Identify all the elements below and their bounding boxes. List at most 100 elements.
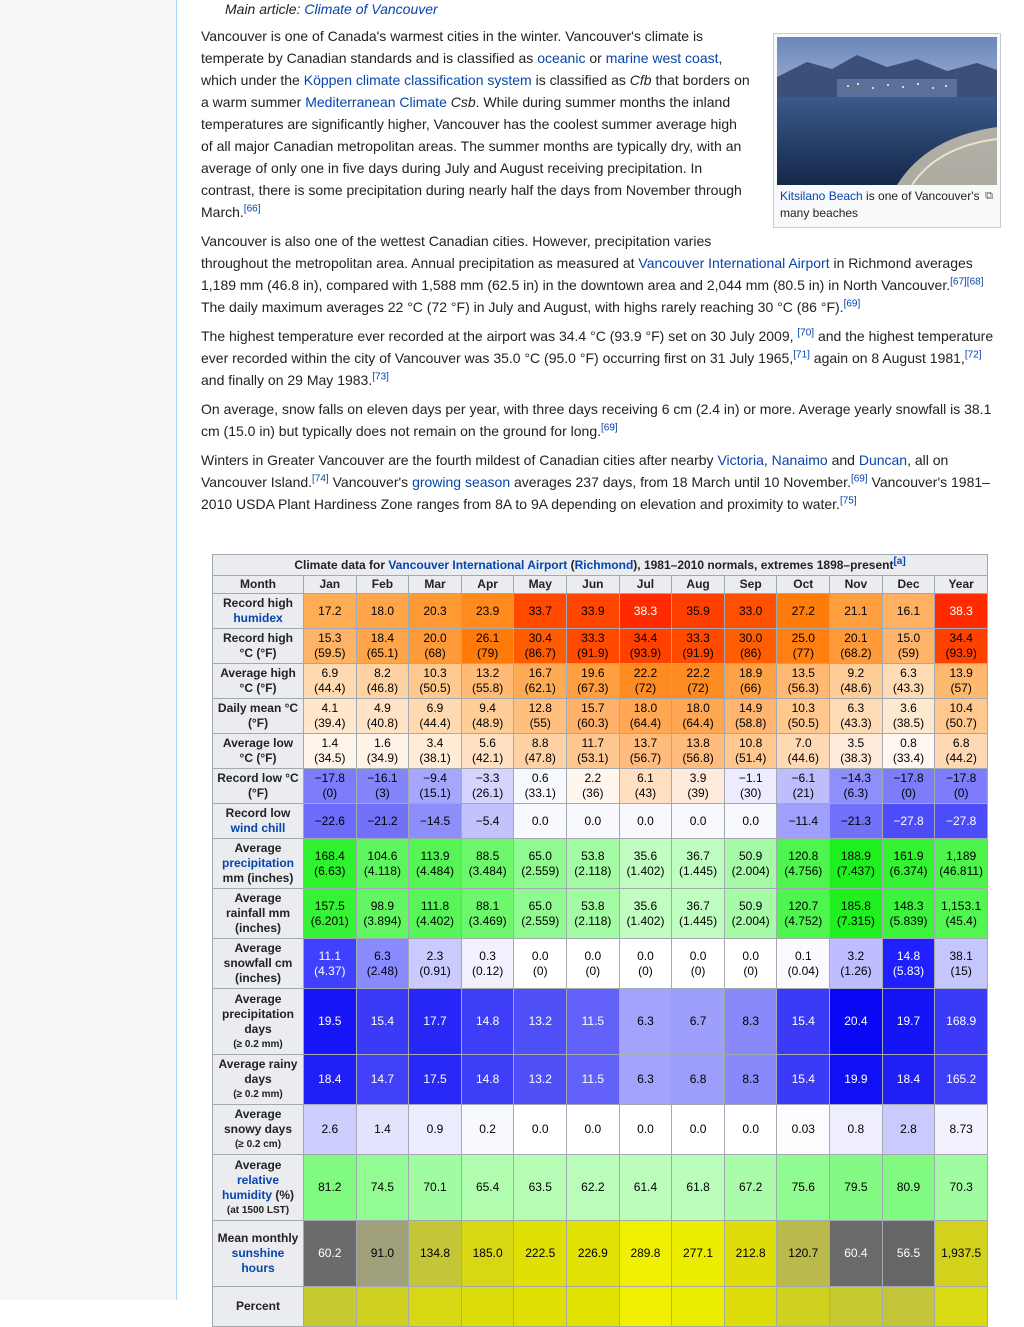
text-run: Mean monthly: [217, 1231, 299, 1245]
cell-value: 61.4: [633, 1180, 658, 1194]
cell-value: 14.7: [370, 1072, 395, 1086]
citation-link[interactable]: [74]: [312, 473, 329, 485]
table-cell: −16.1 (3): [355, 768, 410, 804]
table-cell: 14.7: [355, 1054, 410, 1105]
table-cell: 120.7 (4.752): [776, 888, 831, 939]
text-run: Average high °C (°F): [220, 666, 296, 695]
citation-link[interactable]: [a]: [893, 556, 906, 567]
citation-link[interactable]: [67][68]: [950, 276, 984, 288]
cell-value: 60.2: [318, 1246, 342, 1260]
table-cell: [408, 1286, 462, 1327]
cell-value-imperial: (53.1): [577, 751, 609, 765]
row-header: Record low °C (°F): [212, 768, 304, 804]
table-cell: 3.5 (38.3): [829, 733, 883, 769]
table-cell: 50.9 (2.004): [723, 838, 778, 889]
citation-link[interactable]: [73]: [372, 371, 389, 383]
inline-link[interactable]: Richmond: [574, 558, 634, 572]
inline-link[interactable]: Duncan: [858, 452, 908, 468]
cell-value: 36.7: [686, 848, 710, 863]
table-cell: 81.2: [303, 1154, 357, 1221]
table-row: Record high humidex 17.2 18.0 20.3 23.9 33.7 3…: [212, 593, 988, 629]
row-note: (≥ 0.2 cm): [234, 1139, 282, 1150]
inline-link[interactable]: sunshine hours: [231, 1246, 285, 1275]
cell-value: 70.1: [423, 1180, 447, 1194]
table-cell: 3.4 (38.1): [408, 733, 462, 769]
table-cell: 0.9: [408, 1104, 462, 1155]
inline-link[interactable]: Victoria: [717, 452, 764, 468]
citation-link[interactable]: [69]: [843, 298, 861, 310]
citation-link[interactable]: [75]: [839, 495, 857, 507]
cell-value: 6.1: [637, 771, 654, 785]
citation-link[interactable]: [70]: [797, 327, 815, 339]
paragraph: Winters in Greater Vancouver are the fou…: [201, 449, 1001, 515]
caption-link[interactable]: Kitsilano Beach: [780, 189, 863, 203]
cell-value: −17.8: [893, 771, 924, 785]
text-run: (%): [272, 1187, 294, 1202]
cell-value-imperial: (0.04): [787, 963, 819, 978]
table-row: Average snowfall cm (inches) 11.1 (4.37) 6.…: [212, 938, 988, 989]
cell-value: 1,189: [946, 848, 977, 863]
cell-value: 20.4: [844, 1014, 868, 1028]
hatnote-link[interactable]: Climate of Vancouver: [304, 1, 438, 17]
header-jun: Jun: [566, 575, 620, 594]
cell-value-imperial: (3): [375, 786, 390, 800]
cell-value-imperial: (79): [476, 646, 499, 660]
table-cell: 33.9: [566, 593, 620, 629]
cell-value: 0.0: [742, 813, 760, 828]
inline-link[interactable]: Nanaimo: [771, 452, 828, 468]
citation-link[interactable]: [69]: [601, 422, 618, 434]
table-cell: 8.3: [723, 988, 778, 1055]
citation-link[interactable]: [72]: [964, 349, 982, 361]
cell-value: 20.0: [423, 631, 447, 645]
inline-link[interactable]: marine west coast: [605, 50, 719, 66]
cell-value: 88.1: [475, 898, 500, 913]
table-row: Average snowy days (≥ 0.2 cm) 2.6 1.4 0.9 0.2…: [212, 1104, 988, 1155]
cell-value: 34.4: [949, 631, 973, 645]
text-run: or: [585, 50, 606, 66]
cell-value: −16.1: [367, 771, 398, 785]
inline-link[interactable]: precipitation: [221, 856, 294, 870]
cell-value: 16.1: [896, 603, 921, 618]
cell-value: −27.8: [945, 813, 977, 828]
table-cell: 80.9: [881, 1154, 936, 1221]
table-cell: 120.7: [776, 1220, 831, 1287]
table-cell: 21.1: [829, 593, 883, 629]
citation-link[interactable]: [69]: [850, 473, 868, 485]
table-cell: 20.4: [829, 988, 883, 1055]
inline-link[interactable]: Mediterranean Climate: [305, 94, 447, 110]
inline-link[interactable]: Vancouver International Airport: [388, 558, 568, 572]
cell-value: 12.8: [528, 701, 552, 715]
citation-link[interactable]: [71]: [793, 349, 810, 361]
cell-value-imperial: (62.1): [524, 681, 556, 695]
inline-link[interactable]: growing season: [412, 474, 511, 490]
inline-link[interactable]: humidex: [233, 611, 283, 625]
inline-link[interactable]: wind chill: [230, 821, 286, 835]
inline-link[interactable]: Vancouver International Airport: [638, 255, 830, 271]
table-cell: 6.9 (44.4): [303, 663, 357, 699]
table-cell: 19.9: [829, 1054, 883, 1105]
table-row: Record low wind chill −22.6 −21.2 −14.5 −5.4…: [212, 803, 988, 839]
kitsilano-beach-photo[interactable]: [777, 37, 997, 185]
table-cell: 56.5: [881, 1220, 936, 1287]
inline-link[interactable]: oceanic: [537, 50, 586, 66]
citation-link[interactable]: [66]: [243, 203, 261, 215]
cell-value-imperial: (43.3): [840, 716, 872, 730]
table-row: Daily mean °C (°F) 4.1 (39.4) 4.9 (40.8) 6.9(…: [212, 698, 988, 734]
table-cell: 10.3 (50.5): [408, 663, 462, 699]
inline-link[interactable]: Köppen climate classification system: [303, 72, 532, 88]
climate-table: Climate data for Vancouver International…: [212, 554, 988, 1327]
text-run: Daily mean °C (°F): [217, 701, 299, 730]
table-cell: 5.6 (42.1): [460, 733, 515, 769]
enlarge-icon[interactable]: ⧉: [985, 190, 993, 202]
cell-value: 15.4: [791, 1072, 815, 1086]
cell-value: 18.0: [633, 701, 658, 715]
header-oct: Oct: [776, 575, 831, 594]
cell-value-imperial: (2.118): [574, 913, 612, 928]
table-cell: 1.4 (34.5): [303, 733, 357, 769]
table-cell: 15.3 (59.5): [303, 628, 357, 664]
cell-value: 20.3: [423, 603, 447, 618]
inline-link[interactable]: relative humidity: [222, 1172, 280, 1202]
row-header: Record high °C (°F): [212, 628, 304, 664]
table-cell: 14.8: [460, 988, 515, 1055]
cell-value: 134.8: [420, 1246, 451, 1260]
